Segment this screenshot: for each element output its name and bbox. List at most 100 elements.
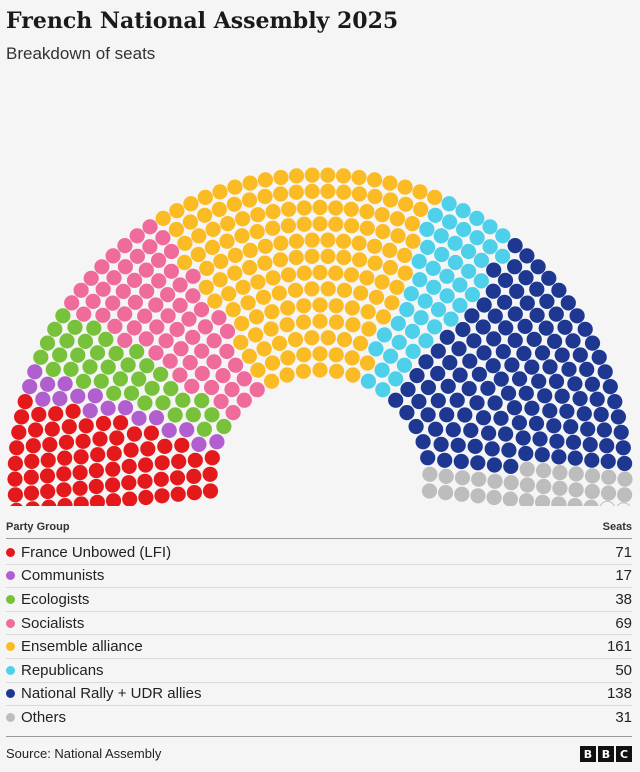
vacant-seat-dot [599, 500, 615, 506]
seat-dot [390, 315, 406, 332]
seat-dot [359, 204, 375, 220]
seat-dot [25, 501, 40, 506]
seat-dot [518, 270, 534, 286]
source-note: Source: National Assembly [6, 746, 162, 761]
seat-dot [288, 233, 305, 249]
party-row: Ecologists 38 [6, 588, 632, 612]
hemicycle-chart [7, 167, 633, 506]
seat-dot [567, 498, 583, 506]
party-cell: Socialists [6, 615, 84, 632]
party-seats: 138 [606, 685, 632, 703]
seat-dot [430, 343, 446, 359]
seat-dot [263, 321, 279, 337]
seat-dot [473, 273, 489, 289]
seat-dot [140, 441, 156, 457]
seat-dot [374, 274, 390, 290]
seat-dot [89, 345, 106, 361]
seat-dot [233, 334, 249, 350]
seat-dot [439, 288, 455, 304]
seat-dot [137, 473, 153, 489]
seat-dot [40, 376, 56, 392]
seat-dot [584, 468, 601, 484]
seat-dot [281, 267, 297, 283]
seat-dot [519, 295, 535, 311]
seat-dot [452, 367, 468, 383]
seat-dot [486, 457, 502, 473]
seat-dot [368, 289, 385, 305]
seat-dot [452, 277, 468, 293]
seat-dot [106, 445, 122, 462]
seat-dot [64, 295, 80, 311]
seat-dot [236, 392, 252, 408]
seat-dot [500, 385, 517, 401]
seat-dot [100, 359, 116, 375]
seat-dot [579, 361, 595, 377]
seat-dot [24, 453, 40, 469]
party-row: Communists 17 [6, 565, 632, 589]
seat-dot [420, 407, 436, 423]
seat-dot [241, 348, 257, 364]
seat-dot [227, 247, 243, 263]
seat-dot [452, 297, 468, 313]
seat-dot [442, 214, 458, 230]
seat-dot [569, 308, 585, 324]
seat-dot [425, 260, 441, 276]
seat-dot [528, 415, 545, 432]
seat-dot [600, 453, 616, 469]
party-color-dot [6, 689, 15, 699]
seat-dot [368, 341, 384, 357]
party-color-dot [6, 665, 15, 675]
seat-dot [591, 349, 607, 365]
seat-dot [47, 321, 63, 337]
seat-dot [211, 310, 227, 326]
seat-dot [184, 378, 200, 394]
seat-dot [129, 344, 145, 360]
seat-dot [497, 272, 514, 288]
seat-dot [191, 436, 207, 452]
seat-dot [320, 248, 336, 264]
seat-dot [328, 347, 344, 363]
seat-dot [461, 263, 477, 279]
seat-dot [194, 365, 210, 382]
seat-dot [389, 211, 405, 227]
seat-dot [288, 168, 305, 184]
seat-dot [577, 321, 593, 337]
seat-dot [70, 388, 86, 404]
seat-dot [304, 183, 320, 199]
seat-dot [320, 330, 336, 346]
seat-dot [242, 260, 258, 276]
seat-dot [345, 367, 361, 383]
seat-dot [304, 281, 320, 297]
seat-dot [41, 499, 57, 506]
party-seats: 50 [615, 661, 632, 679]
seat-dot [464, 287, 480, 303]
seat-dot [563, 419, 579, 435]
seat-dot [171, 453, 187, 470]
seat-dot [273, 169, 289, 186]
seat-dot [100, 400, 116, 416]
seat-dot [126, 320, 142, 336]
seat-dot [212, 184, 228, 200]
seat-dot [517, 318, 533, 334]
seat-dot [234, 228, 250, 244]
seat-dot [328, 265, 344, 281]
seat-dot [580, 421, 596, 437]
seat-dot [536, 463, 552, 479]
seat-dot [139, 358, 155, 374]
footer-divider [6, 736, 632, 737]
seat-dot [391, 334, 407, 350]
seat-dot [511, 415, 527, 431]
seat-dot [182, 214, 198, 230]
seat-dot [174, 437, 190, 453]
party-seats: 71 [615, 543, 632, 561]
seat-dot [344, 350, 360, 366]
seat-dot [506, 400, 523, 416]
seat-dot [48, 406, 64, 422]
seat-dot [257, 255, 273, 271]
seat-dot [194, 393, 210, 409]
seat-dot [172, 367, 188, 383]
seat-dot [56, 466, 72, 482]
seat-dot [173, 341, 189, 357]
seat-dot [404, 216, 420, 232]
seat-dot [518, 493, 535, 506]
